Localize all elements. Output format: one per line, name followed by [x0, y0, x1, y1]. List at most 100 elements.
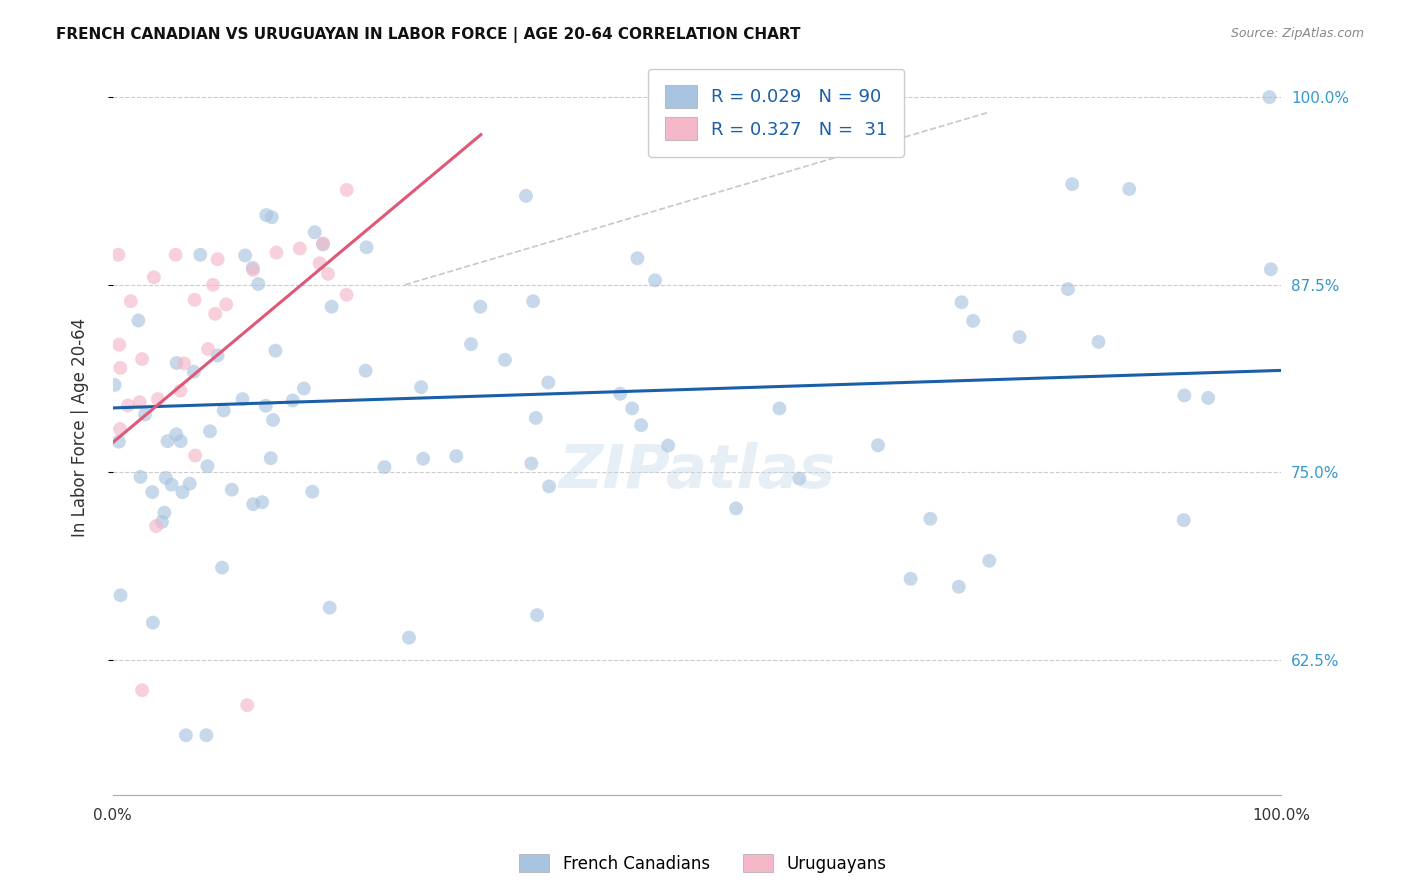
Point: [900, 572, 922, 586]
Point: [768, 401, 790, 416]
Point: [979, 554, 1001, 568]
Point: [1118, 182, 1140, 196]
Point: [142, 270, 165, 285]
Point: [110, 588, 132, 602]
Point: [301, 484, 323, 499]
Point: [170, 434, 193, 449]
Point: [173, 356, 195, 370]
Text: ZIPatlas: ZIPatlas: [558, 442, 835, 501]
Point: [188, 248, 211, 262]
Point: [207, 252, 229, 267]
Point: [724, 501, 747, 516]
Point: [950, 295, 973, 310]
Point: [103, 378, 125, 392]
Legend: R = 0.029   N = 90, R = 0.327   N =  31: R = 0.029 N = 90, R = 0.327 N = 31: [648, 69, 904, 157]
Point: [233, 248, 256, 262]
Point: [288, 242, 311, 256]
Point: [304, 225, 326, 239]
Legend: French Canadians, Uruguayans: French Canadians, Uruguayans: [513, 847, 893, 880]
Point: [195, 728, 218, 742]
Point: [153, 506, 176, 520]
Point: [231, 392, 253, 406]
Point: [266, 245, 288, 260]
Point: [962, 314, 984, 328]
Point: [308, 256, 330, 270]
Point: [108, 434, 131, 449]
Point: [609, 386, 631, 401]
Point: [160, 477, 183, 491]
Point: [165, 427, 187, 442]
Point: [211, 560, 233, 574]
Point: [354, 364, 377, 378]
Text: Source: ZipAtlas.com: Source: ZipAtlas.com: [1230, 27, 1364, 40]
Point: [165, 248, 187, 262]
Point: [110, 360, 132, 375]
Point: [254, 208, 277, 222]
Point: [526, 608, 548, 623]
Point: [120, 294, 142, 309]
Point: [1258, 90, 1281, 104]
Point: [281, 393, 304, 408]
Point: [316, 267, 339, 281]
Point: [236, 698, 259, 713]
Point: [202, 277, 225, 292]
Point: [264, 343, 287, 358]
Point: [127, 313, 149, 327]
Point: [146, 392, 169, 406]
Point: [373, 460, 395, 475]
Point: [522, 294, 544, 309]
Point: [183, 293, 205, 307]
Point: [108, 337, 131, 351]
Point: [172, 485, 194, 500]
Point: [250, 495, 273, 509]
Point: [183, 365, 205, 379]
Point: [460, 337, 482, 351]
Point: [1057, 282, 1080, 296]
Point: [1173, 388, 1195, 402]
Point: [411, 380, 433, 394]
Point: [184, 449, 207, 463]
Point: [626, 252, 648, 266]
Text: FRENCH CANADIAN VS URUGUAYAN IN LABOR FORCE | AGE 20-64 CORRELATION CHART: FRENCH CANADIAN VS URUGUAYAN IN LABOR FO…: [56, 27, 801, 43]
Point: [155, 471, 177, 485]
Point: [141, 485, 163, 500]
Point: [179, 476, 201, 491]
Point: [1197, 391, 1219, 405]
Point: [621, 401, 644, 416]
Point: [494, 352, 516, 367]
Point: [644, 273, 666, 287]
Point: [150, 515, 173, 529]
Point: [212, 403, 235, 417]
Point: [169, 384, 191, 398]
Point: [242, 260, 264, 275]
Y-axis label: In Labor Force | Age 20-64: In Labor Force | Age 20-64: [72, 318, 89, 537]
Point: [336, 183, 359, 197]
Point: [789, 472, 811, 486]
Point: [1062, 177, 1084, 191]
Point: [131, 683, 153, 698]
Point: [520, 457, 543, 471]
Point: [204, 307, 226, 321]
Point: [129, 470, 152, 484]
Point: [1087, 334, 1109, 349]
Point: [537, 376, 560, 390]
Point: [134, 408, 156, 422]
Point: [207, 348, 229, 362]
Point: [254, 399, 277, 413]
Point: [1173, 513, 1195, 527]
Point: [524, 411, 547, 425]
Point: [538, 479, 561, 493]
Point: [128, 395, 150, 409]
Point: [247, 277, 270, 291]
Point: [131, 351, 153, 366]
Point: [260, 451, 283, 466]
Point: [630, 418, 652, 433]
Point: [866, 438, 889, 452]
Point: [312, 237, 335, 252]
Point: [242, 263, 264, 277]
Point: [145, 519, 167, 533]
Point: [197, 459, 219, 474]
Point: [446, 449, 468, 463]
Point: [312, 236, 335, 251]
Point: [156, 434, 179, 449]
